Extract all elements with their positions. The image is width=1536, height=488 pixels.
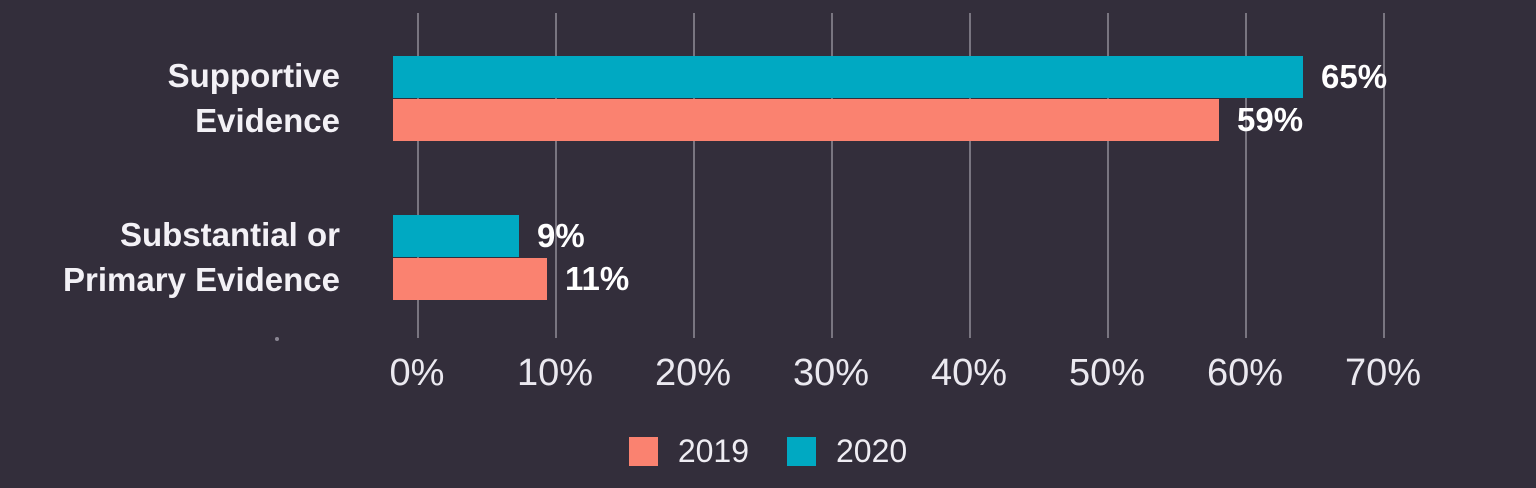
bar-value-label: 65% (1321, 58, 1388, 95)
gridline (969, 13, 971, 338)
bar-value-label: 11% (565, 260, 630, 297)
x-axis-tick-label: 60% (1206, 352, 1284, 394)
legend-item-2020: 2020 (787, 433, 907, 470)
category-label-line: Supportive (167, 57, 340, 94)
bar-supportive-evidence-2019: 59% (393, 99, 1303, 141)
legend: 2019 2020 (0, 433, 1536, 470)
x-axis-tick-label: 10% (516, 352, 594, 394)
gridline (1383, 13, 1385, 338)
bar-supportive-evidence-2020: 65% (393, 56, 1387, 98)
x-axis-tick-label: 0% (389, 352, 445, 394)
bar-fill-2019 (393, 258, 547, 300)
gridline (417, 13, 419, 338)
category-label-line: Evidence (195, 102, 340, 139)
category-label-line: Primary Evidence (63, 261, 340, 298)
gridline (831, 13, 833, 338)
x-axis-tick-label: 30% (792, 352, 870, 394)
legend-swatch-2019 (628, 437, 658, 466)
legend-label-2019: 2019 (677, 433, 749, 469)
stray-dot (275, 337, 279, 341)
category-label-substantial-primary-evidence: Substantial or Primary Evidence (0, 212, 340, 302)
bar-value-label: 59% (1237, 101, 1304, 138)
bar-fill-2020 (393, 56, 1303, 98)
x-axis-tick-label: 50% (1068, 352, 1146, 394)
bar-substantial-primary-evidence-2020: 9% (393, 215, 585, 257)
gridline (1107, 13, 1109, 338)
legend-item-2019: 2019 (628, 433, 749, 470)
category-label-line: Substantial or (119, 216, 340, 253)
gridline (1245, 13, 1247, 338)
bar-value-label: 9% (537, 217, 585, 254)
bar-substantial-primary-evidence-2019: 11% (393, 258, 629, 300)
legend-label-2020: 2020 (836, 433, 908, 469)
x-axis-tick-label: 40% (930, 352, 1008, 394)
bar-fill-2020 (393, 215, 519, 257)
gridline (693, 13, 695, 338)
x-axis-tick-label: 70% (1344, 352, 1422, 394)
x-axis-tick-label: 20% (654, 352, 732, 394)
category-label-supportive-evidence: Supportive Evidence (0, 53, 340, 143)
bar-fill-2019 (393, 99, 1219, 141)
gridline (555, 13, 557, 338)
legend-swatch-2020 (787, 437, 816, 466)
